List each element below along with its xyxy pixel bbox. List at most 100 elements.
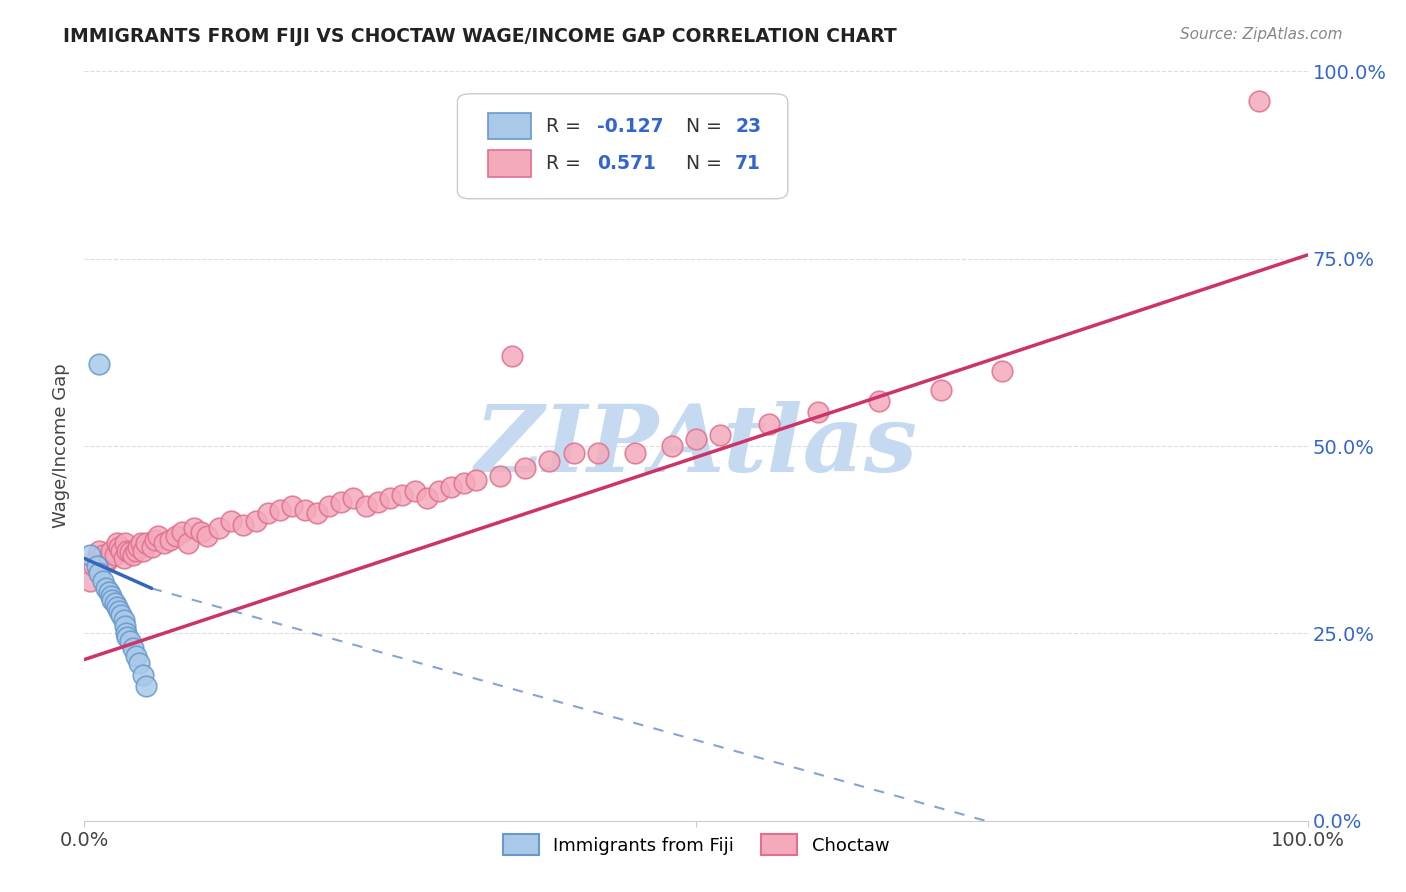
Point [125, 544, 148, 558]
Point [97, 585, 120, 599]
Point [929, 383, 952, 397]
Point [112, 613, 135, 627]
Text: 0.571: 0.571 [598, 154, 655, 173]
Text: Source: ZipAtlas.com: Source: ZipAtlas.com [1180, 27, 1343, 42]
Point [177, 536, 200, 550]
Y-axis label: Wage/Income Gap: Wage/Income Gap [52, 364, 70, 528]
Point [110, 544, 132, 558]
Point [135, 679, 157, 693]
Point [991, 364, 1014, 378]
Point [342, 491, 364, 506]
Point [330, 495, 353, 509]
Point [96, 582, 118, 596]
Point [807, 405, 830, 419]
Point [232, 517, 254, 532]
Point [107, 604, 129, 618]
Point [114, 619, 136, 633]
Point [105, 600, 128, 615]
Point [87, 566, 110, 581]
Point [79, 548, 101, 562]
Point [245, 514, 267, 528]
Point [91, 574, 114, 588]
Point [83, 558, 105, 573]
Point [115, 626, 138, 640]
Point [404, 483, 426, 498]
Point [453, 476, 475, 491]
Point [128, 657, 150, 671]
Point [135, 536, 157, 550]
Point [538, 454, 561, 468]
Point [115, 544, 138, 558]
Point [86, 551, 108, 566]
Point [219, 514, 242, 528]
Point [427, 483, 450, 498]
Point [464, 473, 486, 487]
Text: IMMIGRANTS FROM FIJI VS CHOCTAW WAGE/INCOME GAP CORRELATION CHART: IMMIGRANTS FROM FIJI VS CHOCTAW WAGE/INC… [63, 27, 897, 45]
Point [269, 502, 291, 516]
Point [440, 480, 463, 494]
Point [141, 540, 163, 554]
Point [100, 544, 122, 558]
Point [709, 427, 731, 442]
Point [586, 446, 609, 460]
Point [1247, 95, 1270, 109]
Point [294, 502, 316, 516]
Point [685, 432, 707, 446]
Text: 71: 71 [735, 154, 761, 173]
Point [183, 521, 205, 535]
Text: N =: N = [673, 154, 728, 173]
Point [86, 558, 108, 573]
Point [114, 536, 136, 550]
Point [129, 536, 152, 550]
Point [380, 491, 402, 506]
Point [127, 540, 149, 554]
Point [132, 544, 155, 558]
Point [91, 548, 114, 562]
Point [354, 499, 377, 513]
Point [87, 544, 110, 558]
Point [318, 499, 340, 513]
Point [758, 417, 780, 431]
Point [122, 641, 145, 656]
Point [367, 495, 389, 509]
Legend: Immigrants from Fiji, Choctaw: Immigrants from Fiji, Choctaw [494, 825, 898, 864]
Bar [488, 151, 531, 177]
Point [159, 533, 181, 547]
Point [869, 394, 891, 409]
Point [110, 607, 132, 622]
Point [101, 592, 124, 607]
Point [502, 349, 524, 363]
Text: 23: 23 [735, 117, 761, 136]
Point [100, 589, 122, 603]
Point [195, 529, 218, 543]
Point [79, 574, 101, 588]
Point [416, 491, 439, 506]
Point [305, 507, 328, 521]
Point [562, 446, 585, 460]
Text: ZIPAtlas: ZIPAtlas [474, 401, 918, 491]
Text: -0.127: -0.127 [598, 117, 664, 136]
Point [112, 551, 135, 566]
Point [143, 533, 166, 547]
Point [122, 548, 145, 562]
Point [125, 648, 148, 663]
Point [96, 555, 118, 569]
Point [257, 507, 280, 521]
Point [391, 488, 413, 502]
Point [281, 499, 304, 513]
Text: R =: R = [546, 117, 586, 136]
Point [190, 525, 212, 540]
Point [153, 536, 176, 550]
Point [172, 525, 194, 540]
Point [104, 596, 127, 610]
Point [208, 521, 231, 535]
Point [132, 667, 155, 681]
Point [87, 357, 110, 371]
Point [118, 545, 141, 559]
Point [146, 529, 169, 543]
Point [513, 461, 536, 475]
Point [661, 439, 683, 453]
Point [107, 540, 129, 554]
Point [104, 548, 127, 562]
Bar [488, 113, 531, 139]
